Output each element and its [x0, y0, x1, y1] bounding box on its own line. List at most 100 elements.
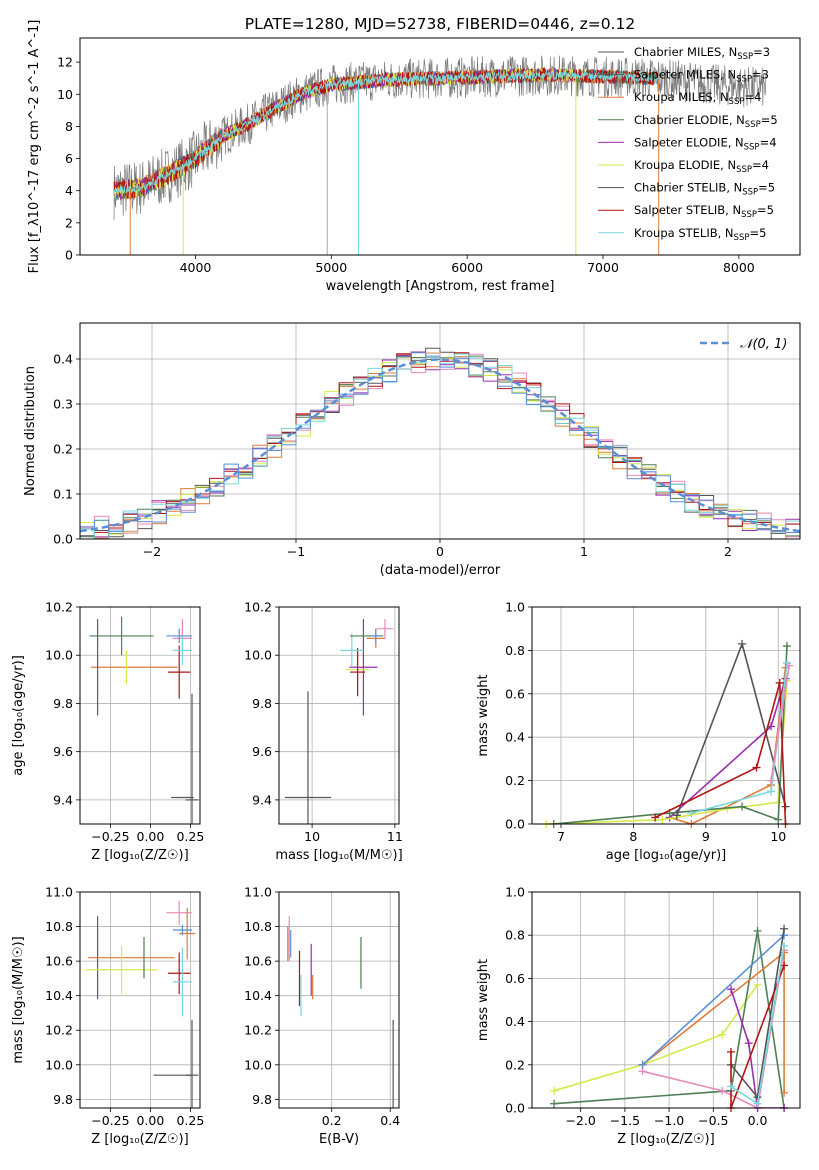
y-tick-label: 10.4: [244, 988, 272, 1003]
weight-marker: [550, 1099, 559, 1108]
x-tick-label: −2.0: [565, 1113, 595, 1128]
axes-residuals: −2 −1 0 1 2 0.0 0.1 0.2 0.3 0.4 (data-model)/error…: [23, 323, 800, 578]
weight-marker: [753, 980, 762, 989]
weight-line: [553, 984, 759, 1092]
weight-marker: [744, 1039, 753, 1048]
legend-label-suffix: =3: [753, 45, 770, 59]
axes-frame: [79, 37, 801, 256]
weight-marker: [738, 802, 747, 811]
weight-marker: [727, 985, 736, 994]
legend-label-text: Kroupa ELODIE, N: [634, 158, 736, 172]
y-tick-label: 12: [57, 55, 73, 70]
legend-label: Kroupa STELIB, NSSP=5: [634, 226, 766, 243]
x-axis-label: (data-model)/error: [380, 563, 501, 578]
spectrum-line-kroupa-stelib: [113, 69, 658, 195]
weight-marker: [718, 1086, 727, 1095]
x-tick-label: 11: [387, 829, 403, 844]
y-tick-label: 0.2: [505, 1057, 525, 1072]
legend-label-text: Salpeter STELIB, N: [634, 203, 741, 217]
legend-label-sub: SSP: [742, 188, 758, 198]
legend-label-suffix: =4: [744, 90, 761, 104]
weight-line: [730, 965, 785, 1108]
legend-label-sub: SSP: [736, 75, 752, 85]
weight-marker: [753, 926, 762, 935]
x-tick-label: −0.25: [91, 1113, 129, 1128]
y-tick-label: 0.4: [505, 730, 525, 745]
x-tick-label: −0.25: [91, 829, 129, 844]
y-tick-label: 1.0: [505, 885, 525, 900]
y-tick-label: 0: [65, 248, 73, 263]
legend-label: Kroupa MILES, NSSP=4: [634, 90, 761, 107]
y-tick-label: 9.4: [53, 792, 73, 807]
legend-label-suffix: =3: [752, 68, 769, 82]
x-tick-label: 7: [557, 829, 565, 844]
weight-marker: [738, 639, 747, 648]
weight-marker: [785, 661, 794, 670]
x-axis-label: wavelength [Angstrom, rest frame]: [326, 279, 555, 294]
y-tick-label: 10.8: [244, 919, 272, 934]
weight-marker: [651, 813, 660, 822]
weight-line: [669, 667, 787, 824]
x-tick-label: 0: [436, 544, 444, 559]
weight-marker: [687, 809, 696, 818]
weight-marker: [550, 1086, 559, 1095]
axes-frame: [79, 322, 801, 540]
x-tick-label: 10: [770, 829, 786, 844]
y-tick-label: 10.0: [45, 1057, 73, 1072]
y-tick-label: 9.8: [53, 696, 73, 711]
legend-label-suffix: =5: [749, 226, 766, 240]
legend-label-sub: SSP: [736, 165, 752, 175]
axes-mass_vs_Z: −0.25 0.00 0.25 9.8 10.0 10.2 10.4 10.6 10.8 11.0…: [11, 885, 204, 1148]
x-tick-label: −1.5: [610, 1113, 640, 1128]
legend-label-text: Chabrier ELODIE, N: [634, 113, 745, 127]
legend-label: Salpeter STELIB, NSSP=5: [634, 203, 774, 220]
weight-marker: [780, 924, 789, 933]
legend-label: Chabrier MILES, NSSP=3: [634, 45, 770, 62]
axes-frame: [79, 606, 201, 825]
weight-marker: [718, 1030, 727, 1039]
y-axis-label: mass weight: [476, 959, 491, 1041]
weight-line: [654, 682, 787, 824]
x-tick-label: 0.4: [380, 1113, 400, 1128]
histogram-series: [80, 352, 800, 533]
x-axis-label: Z [log₁₀(Z/Z☉)]: [91, 848, 188, 863]
y-tick-label: 6: [65, 151, 73, 166]
x-axis-label: Z [log₁₀(Z/Z☉)]: [617, 1132, 714, 1147]
legend-label-suffix: =5: [761, 113, 778, 127]
legend-label: Chabrier ELODIE, NSSP=5: [634, 113, 778, 130]
weight-marker: [753, 1099, 762, 1108]
legend-label-suffix: =5: [757, 203, 774, 217]
y-tick-label: 0.2: [505, 773, 525, 788]
x-tick-label: 7000: [587, 260, 619, 275]
y-tick-label: 1.0: [505, 600, 525, 615]
weight-line: [770, 665, 790, 781]
x-tick-label: −1.0: [654, 1113, 684, 1128]
legend-label-text: Kroupa STELIB, N: [634, 226, 734, 240]
axes-frame: [278, 606, 400, 825]
weight-marker: [780, 1088, 789, 1097]
legend-label-text: Chabrier STELIB, N: [634, 181, 742, 195]
x-tick-label: 4000: [180, 260, 212, 275]
legend-label-sub: SSP: [729, 97, 745, 107]
x-tick-label: 2: [724, 544, 732, 559]
weight-line: [554, 930, 785, 1108]
y-tick-label: 10.8: [45, 919, 73, 934]
y-tick-label: 4: [65, 183, 73, 198]
y-tick-label: 11.0: [244, 885, 272, 900]
y-tick-label: 0.4: [505, 1014, 525, 1029]
x-tick-label: −1: [287, 544, 305, 559]
legend-label-sub: SSP: [741, 210, 757, 220]
legend-label-suffix: =4: [760, 135, 777, 149]
y-tick-label: 0.1: [53, 487, 73, 502]
y-tick-label: 9.6: [53, 744, 73, 759]
weight-marker: [775, 678, 784, 687]
weight-line: [730, 988, 785, 1108]
y-tick-label: 10.0: [244, 648, 272, 663]
legend-label: Salpeter ELODIE, NSSP=4: [634, 135, 777, 152]
y-tick-label: 11.0: [45, 885, 73, 900]
y-tick-label: 0.0: [53, 532, 73, 547]
axes-frame: [79, 891, 201, 1109]
y-tick-label: 10.6: [45, 954, 73, 969]
legend-label-text: Chabrier MILES, N: [634, 45, 737, 59]
